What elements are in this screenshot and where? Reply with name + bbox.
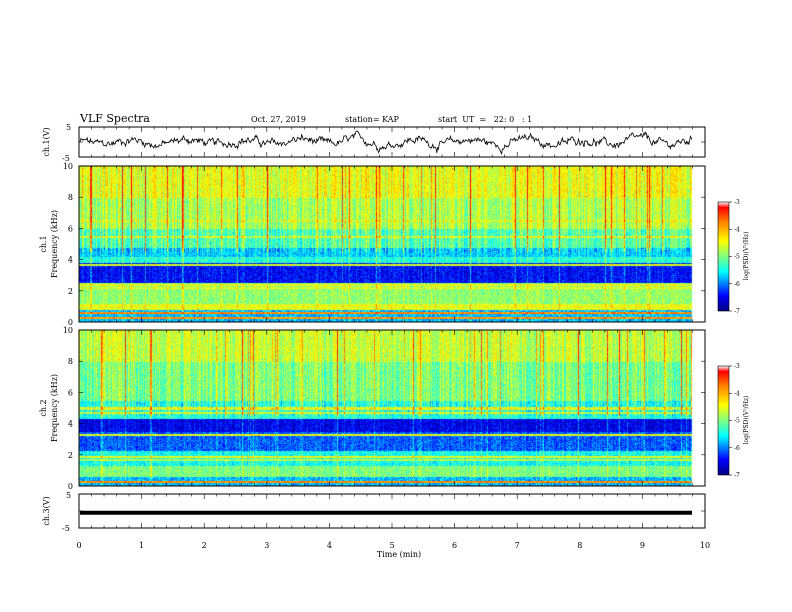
ch1-colorbar-scale: [717, 201, 730, 312]
time-tick-label: 4: [327, 541, 332, 550]
ch3-ytick-top: 5: [66, 491, 71, 500]
header-start-time: start UT = 22: 0 : 1: [438, 115, 532, 124]
ch2-colorbar-scale: [717, 365, 730, 476]
ch2-spectrogram-ticks: [78, 330, 706, 486]
ch1-frequency-axis-label: Frequency (kHz): [50, 210, 59, 278]
time-axis-tick-labels: 0 1 2 3 4 5 6 7 8 9 10: [76, 541, 710, 550]
colorbar-tick-label: -7: [734, 472, 740, 479]
ch1-ytick-bottom: -5: [62, 154, 70, 163]
colorbar-tick-label: -4: [734, 226, 740, 233]
ch1-colorbar-ticks: -3 -4 -5 -6 -7: [729, 199, 740, 315]
ch2-spectrogram-panel: 0 2 4 6 8 10 ch.2 Frequency (kHz): [39, 326, 706, 491]
time-tick-label: 10: [700, 541, 710, 550]
ch3-waveform-ylabel: ch.3(V): [42, 496, 51, 525]
ch3-waveform-panel: 5 -5 ch.3(V): [42, 491, 706, 533]
ch2-frequency-tick-labels: 0 2 4 6 8 10: [63, 326, 73, 491]
ch1-spectrogram-channel-label: ch.1: [39, 235, 48, 252]
colorbar-tick-label: -5: [734, 254, 740, 261]
colorbar-tick-label: -7: [734, 308, 740, 315]
ch1-waveform-line: [79, 130, 693, 156]
time-tick-label: 3: [264, 541, 269, 550]
ch1-spectrogram-panel: 0 2 4 6 8 10 ch.1 Frequency (kHz): [39, 162, 706, 327]
ch1-waveform-ylabel: ch.1(V): [42, 127, 51, 156]
colorbar-tick-label: -4: [734, 390, 740, 397]
ch1-ytick-top: 5: [66, 123, 71, 132]
ch2-frequency-axis-label: Frequency (kHz): [50, 374, 59, 442]
frequency-tick-label: 2: [68, 451, 73, 460]
ch1-spectrogram-ticks: [78, 166, 706, 322]
time-tick-label: 7: [515, 541, 520, 550]
frequency-tick-label: 0: [68, 318, 73, 327]
frequency-tick-label: 6: [68, 224, 73, 233]
time-tick-label: 6: [452, 541, 457, 550]
frequency-tick-label: 8: [68, 357, 73, 366]
ch3-waveform-ticks: [78, 494, 706, 528]
time-tick-label: 2: [202, 541, 207, 550]
frequency-tick-label: 8: [68, 193, 73, 202]
time-axis-label: Time (min): [377, 550, 421, 559]
time-tick-label: 8: [577, 541, 582, 550]
header-station: station= KAP: [345, 115, 400, 124]
colorbar-tick-label: -6: [734, 281, 740, 288]
header-date: Oct. 27, 2019: [251, 115, 306, 124]
frequency-tick-label: 10: [63, 326, 73, 335]
ch2-spectrogram-image: [79, 330, 705, 486]
ch1-colorbar: -3 -4 -5 -6 -7 log(PSD)(V²/Hz): [717, 199, 750, 315]
frequency-tick-label: 10: [63, 162, 73, 171]
frequency-tick-label: 2: [68, 287, 73, 296]
colorbar-tick-label: -3: [734, 199, 740, 206]
ch2-colorbar-ticks: -3 -4 -5 -6 -7: [729, 363, 740, 479]
time-tick-label: 1: [139, 541, 144, 550]
ch3-ytick-bottom: -5: [62, 524, 70, 533]
frequency-tick-label: 0: [68, 482, 73, 491]
colorbar-tick-label: -6: [734, 445, 740, 452]
ch1-waveform-panel: 5 -5 ch.1(V): [42, 123, 706, 163]
ch2-colorbar: -3 -4 -5 -6 -7 log(PSD)(V²/Hz): [717, 363, 750, 479]
time-tick-label: 0: [76, 541, 81, 550]
frequency-tick-label: 6: [68, 388, 73, 397]
ch1-colorbar-label: log(PSD)(V²/Hz): [743, 232, 750, 281]
ch1-waveform-ticks: [78, 127, 706, 157]
ch2-colorbar-label: log(PSD)(V²/Hz): [743, 396, 750, 445]
colorbar-tick-label: -3: [734, 363, 740, 370]
frequency-tick-label: 4: [68, 256, 73, 265]
colorbar-tick-label: -5: [734, 418, 740, 425]
ch1-frequency-tick-labels: 0 2 4 6 8 10: [63, 162, 73, 327]
time-tick-label: 9: [640, 541, 645, 550]
ch2-spectrogram-channel-label: ch.2: [39, 399, 48, 416]
frequency-tick-label: 4: [68, 420, 73, 429]
time-tick-label: 5: [389, 541, 394, 550]
ch1-spectrogram-image: [79, 166, 705, 322]
figure-title: VLF Spectra: [79, 112, 150, 125]
